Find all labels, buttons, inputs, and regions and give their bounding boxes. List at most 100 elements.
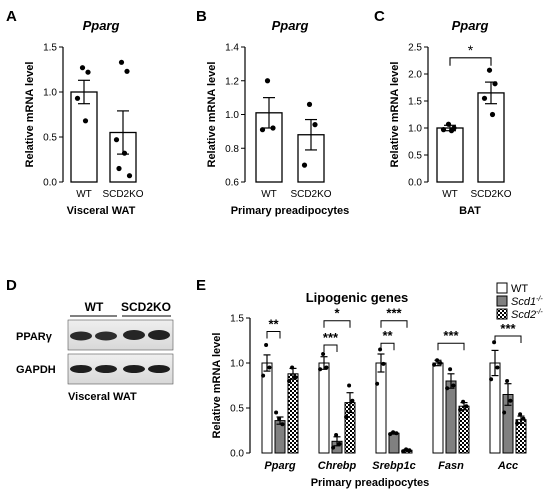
data-point <box>280 422 285 427</box>
y-tick-label: 0.5 <box>43 133 57 144</box>
blot-caption: Visceral WAT <box>68 391 137 403</box>
legend-label-superscript: -/- <box>536 296 543 303</box>
panel-letter-d: D <box>6 277 17 294</box>
data-point <box>381 361 386 366</box>
y-axis-label: Relative mRNA level <box>389 62 401 168</box>
chart-e-lipogenic-genes: Lipogenic genes 0.0 0.5 1.0 1.5 Relative mRNA… <box>211 282 543 489</box>
y-tick-label: 1.2 <box>225 76 239 87</box>
y-tick-label: 1.0 <box>230 359 244 370</box>
data-point <box>324 365 329 370</box>
bar <box>255 112 283 183</box>
y-axis-label: Relative mRNA level <box>211 333 223 439</box>
bar <box>432 362 444 454</box>
x-tick-label: WT <box>76 189 92 200</box>
legend-swatch <box>496 308 508 320</box>
data-point <box>337 442 342 446</box>
y-tick-label: 1.0 <box>43 88 57 99</box>
blot-band <box>95 331 117 341</box>
legend-swatch <box>496 282 508 294</box>
data-point <box>464 404 469 409</box>
data-point <box>290 365 295 370</box>
legend-label: Scd2-/- <box>511 309 543 321</box>
y-tick-label: 0.0 <box>43 178 57 189</box>
data-point <box>312 122 318 128</box>
data-point <box>264 343 269 347</box>
data-point <box>489 377 494 382</box>
data-point <box>440 127 447 133</box>
legend-label: Scd1-/- <box>511 296 543 308</box>
data-point <box>113 137 120 143</box>
data-point <box>287 379 292 383</box>
chart-title: Lipogenic genes <box>306 290 409 305</box>
blot-band <box>70 331 92 341</box>
significance-bracket <box>494 335 522 343</box>
data-point <box>492 81 498 87</box>
y-tick-label: 0.5 <box>230 404 244 415</box>
blot-band <box>123 330 145 340</box>
data-point <box>448 128 455 134</box>
significance-bracket <box>380 342 395 351</box>
legend-label: WT <box>511 283 528 295</box>
x-tick-label: SCD2KO <box>470 189 511 200</box>
x-tick-label: Srebp1c <box>372 460 415 472</box>
y-tick-label: 1.4 <box>225 43 239 54</box>
data-point <box>121 150 128 156</box>
y-axis-label: Relative mRNA level <box>24 62 36 168</box>
y-tick-label: 2.0 <box>408 70 422 81</box>
panel-letter-e: E <box>196 277 206 294</box>
y-tick-label: 2.5 <box>408 43 422 54</box>
data-point <box>505 379 510 383</box>
significance-bracket <box>449 57 492 66</box>
x-tick-label: Fasn <box>438 460 464 472</box>
data-point <box>350 398 355 403</box>
data-point <box>486 67 493 73</box>
data-point <box>521 416 526 421</box>
y-tick-label: 0.6 <box>225 178 239 189</box>
significance-label: *** <box>386 306 402 321</box>
blot-band <box>95 365 117 373</box>
data-point <box>461 399 466 404</box>
chart-title: Pparg <box>272 18 309 33</box>
blot-band <box>70 365 92 373</box>
x-axis-label: Primary preadipocytes <box>231 205 350 217</box>
significance-bracket <box>266 331 281 339</box>
data-point <box>301 162 308 168</box>
data-point <box>261 373 266 378</box>
x-tick-label: Pparg <box>264 460 295 472</box>
data-point <box>79 65 86 71</box>
significance-bracket <box>437 342 465 351</box>
data-point <box>277 416 282 421</box>
blot-band <box>123 365 145 373</box>
data-point <box>458 407 463 412</box>
x-tick-label: Chrebp <box>318 460 357 472</box>
data-point <box>318 367 323 372</box>
x-axis-label: Primary preadipocytes <box>311 477 430 489</box>
data-point <box>508 398 513 403</box>
panel-letter-c: C <box>374 8 385 25</box>
western-blot: WT SCD2KO PPARγ GAPDH Visceral WAT <box>16 300 174 403</box>
data-point <box>407 448 412 453</box>
legend-label-text: WT <box>511 283 528 295</box>
y-tick-label: 1.0 <box>408 124 422 135</box>
chart-b-pparg-primary-preadipocytes: Pparg 0.6 0.8 1.0 1.2 1.4 Relative mRNA level W… <box>206 18 349 217</box>
significance-label: *** <box>323 330 339 345</box>
chart-title: Pparg <box>452 18 489 33</box>
bar <box>436 127 464 183</box>
legend-label-text: Scd1 <box>511 296 536 308</box>
significance-label: * <box>468 42 474 58</box>
panel-letter-b: B <box>196 8 207 25</box>
data-point <box>347 383 352 388</box>
data-point <box>267 365 272 370</box>
x-axis-label: Visceral WAT <box>67 205 136 217</box>
y-axis-label: Relative mRNA level <box>206 62 218 168</box>
bar <box>445 380 457 454</box>
blot-band <box>148 330 170 340</box>
significance-label: *** <box>443 328 459 343</box>
significance-bracket <box>323 320 351 328</box>
bar <box>318 362 330 454</box>
data-point <box>124 68 130 74</box>
significance-bracket <box>380 320 408 328</box>
bar <box>375 362 387 454</box>
bar <box>287 373 299 454</box>
